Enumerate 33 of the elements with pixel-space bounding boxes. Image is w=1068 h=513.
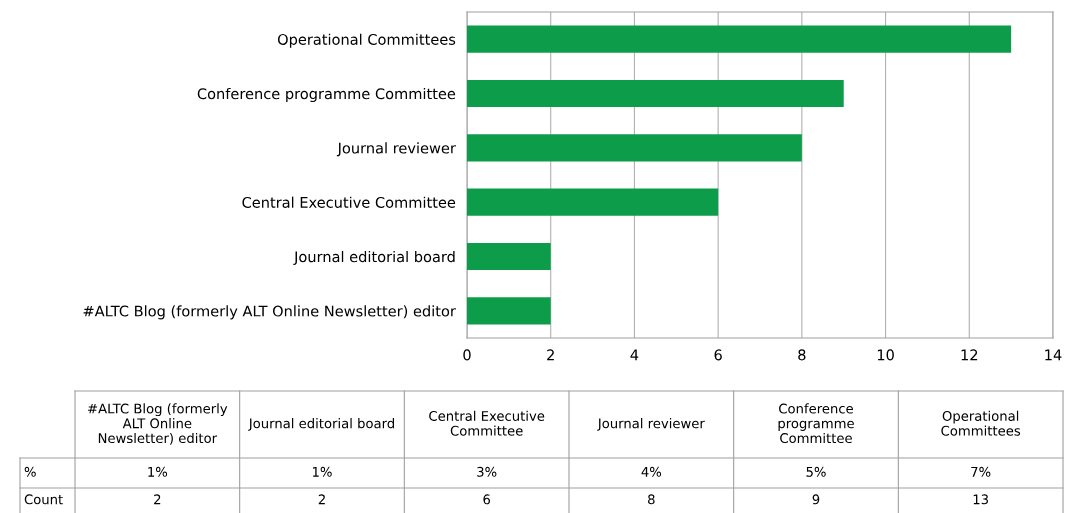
text: 3% [477, 466, 497, 477]
text: 6 [483, 494, 491, 505]
category-label: Operational Committees [941, 410, 1021, 436]
category-label: Conference programme Committee [778, 403, 854, 444]
y-tick-label: Operational Committees [277, 33, 456, 48]
text: 8 [648, 494, 655, 505]
x-tick-label: 4 [630, 349, 639, 361]
text: 5% [806, 466, 826, 477]
x-tick-label: 6 [714, 349, 722, 361]
text: % [24, 466, 36, 477]
category-label: Journal reviewer [597, 418, 705, 431]
text: Count [24, 494, 63, 505]
y-tick-label: Conference programme Committee [197, 87, 456, 103]
y-tick-label: Journal editorial board [293, 250, 455, 265]
text: 7% [971, 466, 991, 477]
x-tick-label: 10 [877, 349, 894, 361]
y-tick-label: Journal reviewer [336, 142, 456, 157]
x-tick-label: 2 [547, 349, 554, 361]
text: 2 [154, 494, 161, 505]
x-tick-label: 14 [1045, 349, 1062, 361]
y-tick-label: Central Executive Committee [242, 196, 456, 208]
text: 1% [312, 466, 332, 477]
x-tick-label: 8 [798, 349, 806, 361]
x-tick-label: 12 [961, 349, 978, 361]
y-tick-label: #ALTC Blog (formerly ALT Online Newsletter) editor [83, 305, 456, 320]
x-tick-label: 0 [463, 349, 471, 361]
text: 4% [641, 466, 662, 477]
text: 1% [148, 466, 168, 477]
text: 9 [812, 494, 820, 505]
category-label: #ALTC Blog (formerly ALT Online Newsletter) editor [88, 403, 228, 445]
category-label: Central Executive Committee [429, 410, 545, 436]
text: 2 [318, 494, 325, 505]
text: 13 [973, 494, 988, 505]
